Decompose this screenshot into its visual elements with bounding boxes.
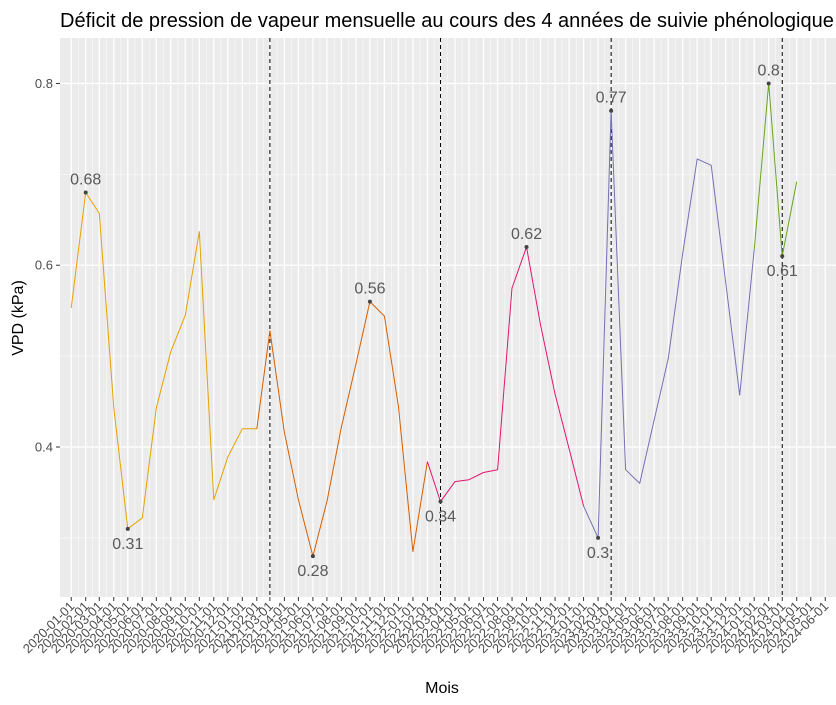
data-point — [766, 81, 771, 86]
data-point — [125, 526, 130, 531]
y-tick-label: 0.6 — [35, 258, 53, 273]
x-axis-title: Mois — [425, 680, 459, 697]
series-line — [70, 192, 257, 530]
data-label: 0.62 — [511, 226, 542, 243]
data-label: 0.3 — [587, 545, 609, 562]
data-point — [609, 108, 614, 113]
annotated-points — [83, 81, 785, 559]
data-point — [596, 535, 601, 540]
data-label: 0.28 — [297, 563, 328, 580]
data-point — [524, 245, 529, 250]
data-point — [310, 554, 315, 559]
data-label: 0.68 — [70, 172, 101, 189]
y-tick-label: 0.8 — [35, 76, 53, 91]
data-label: 0.34 — [425, 509, 456, 526]
series-line — [256, 301, 428, 557]
data-label: 0.31 — [112, 536, 143, 553]
data-point — [367, 299, 372, 304]
point-labels: 0.68 0.31 0.28 0.56 0.34 0.62 0.3 0.77 0.8 0.61 — [70, 62, 798, 580]
series-line — [753, 82, 798, 257]
chart-title: Déficit de pression de vapeur mensuelle … — [60, 10, 834, 32]
x-axis: 2020-01-012020-02-012020-03-012020-04-01… — [20, 597, 831, 656]
year-separators — [269, 38, 783, 597]
data-point — [83, 190, 88, 195]
data-label: 0.8 — [758, 62, 780, 79]
data-label: 0.61 — [767, 263, 798, 280]
data-point — [438, 499, 443, 504]
data-point — [780, 254, 785, 259]
y-tick-label: 0.4 — [35, 440, 53, 455]
y-axis: 0.4 0.6 0.8 — [35, 76, 60, 455]
y-axis-title: VPD (kPa) — [10, 280, 27, 356]
data-label: 0.56 — [354, 281, 385, 298]
series-line — [426, 246, 585, 507]
minor-gridlines — [60, 38, 836, 597]
data-label: 0.77 — [596, 90, 627, 107]
